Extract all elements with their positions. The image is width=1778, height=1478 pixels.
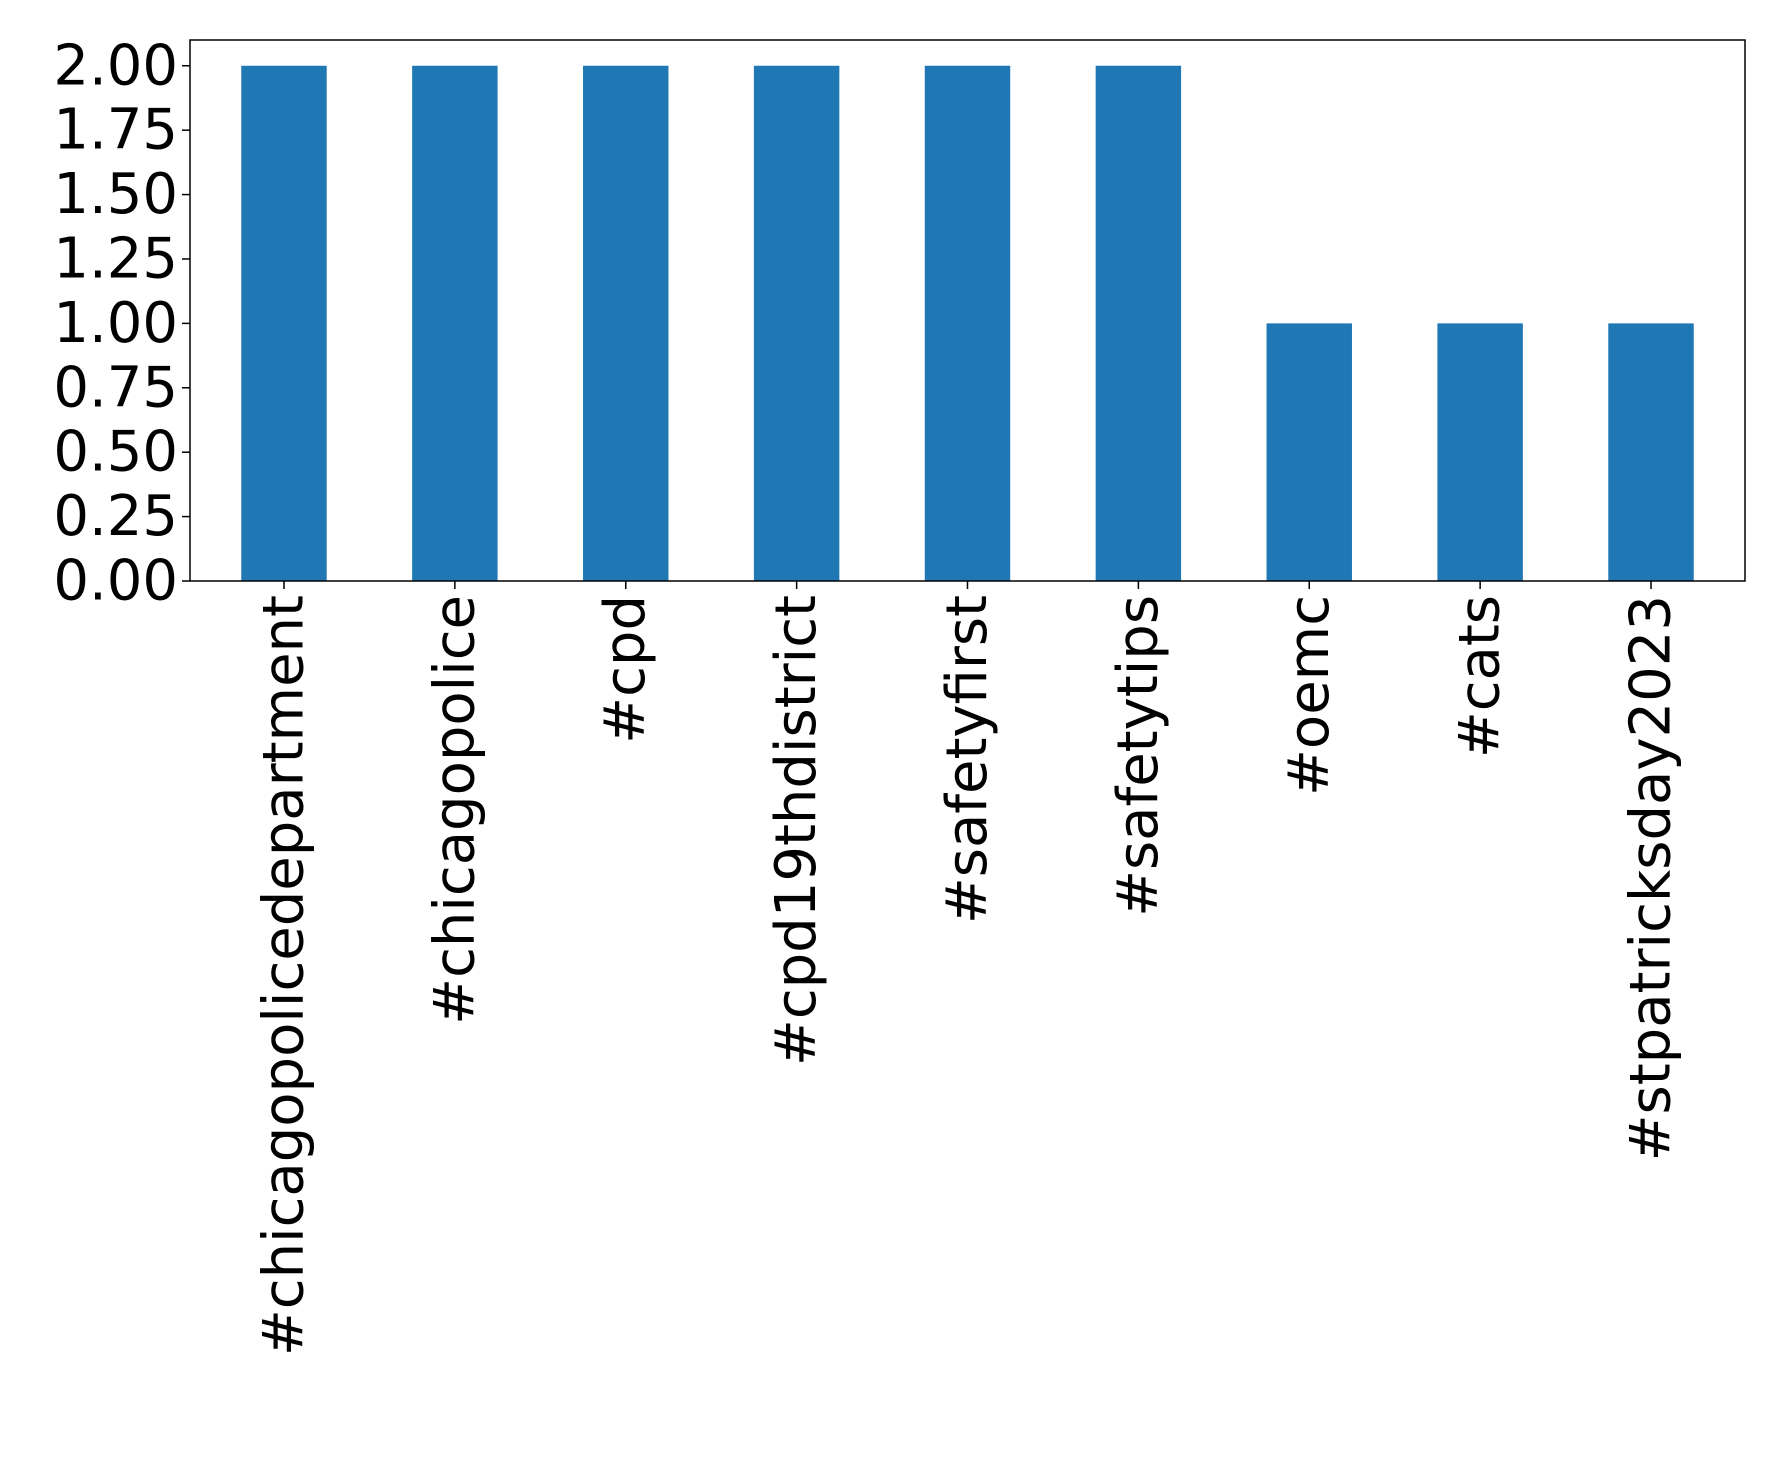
bar-oemc [1266, 323, 1352, 581]
bar-safetytips [1095, 65, 1182, 581]
bar-chicagopolice [412, 65, 498, 581]
y-tick-label: 1.00 [53, 291, 178, 356]
x-tick-label: #cpd [593, 595, 658, 744]
y-tick-label: 0.00 [53, 549, 178, 614]
x-tick-label: #safetytips [1106, 595, 1171, 917]
y-tick-label: 1.50 [53, 162, 178, 227]
x-tick-label: #stpatricksday2023 [1619, 595, 1684, 1161]
x-tick-label: #chicagopolicedepartment [251, 595, 316, 1356]
x-tick-label: #safetyfirst [935, 595, 1000, 924]
y-tick-label: 1.25 [53, 226, 178, 291]
x-axis: #chicagopolicedepartment #chicagopolice #c… [251, 581, 1684, 1356]
bars [241, 65, 1694, 581]
y-tick-label: 2.00 [53, 33, 178, 98]
y-tick-label: 0.75 [53, 355, 178, 420]
bar-stpatricksday2023 [1608, 323, 1694, 581]
y-tick-label: 1.75 [53, 98, 178, 163]
bar-cpd [583, 65, 669, 581]
bar-safetyfirst [924, 65, 1011, 581]
bar-cpd19thdistrict [753, 65, 840, 581]
x-tick-label: #chicagopolice [422, 595, 487, 1025]
bar-cats [1437, 323, 1523, 581]
y-tick-label: 0.50 [53, 420, 178, 485]
bar-chicagopolicedepartment [241, 65, 327, 581]
x-tick-label: #cats [1448, 595, 1513, 758]
y-axis: 0.000.250.500.751.001.251.501.752.00 [53, 33, 190, 614]
x-tick-label: #cpd19thdistrict [764, 595, 829, 1066]
x-tick-label: #oemc [1277, 595, 1342, 796]
y-tick-label: 0.25 [53, 484, 178, 549]
